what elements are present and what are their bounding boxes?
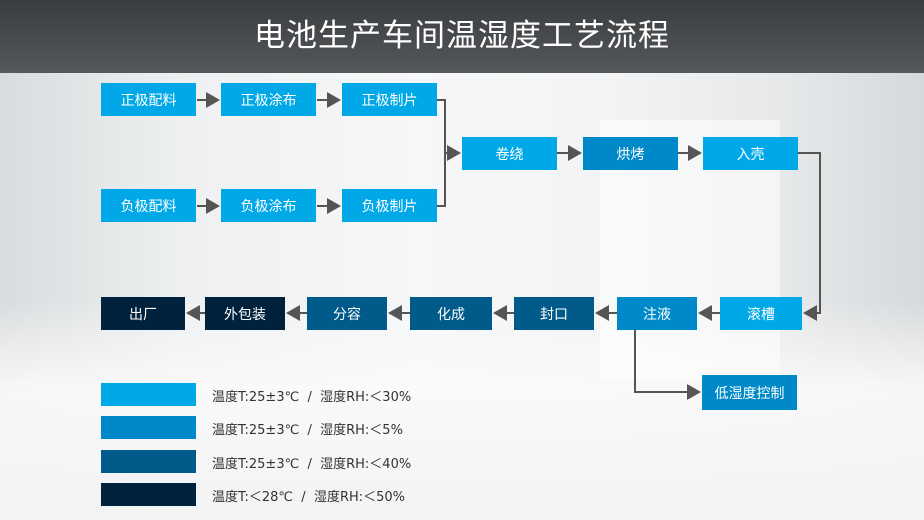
step-formation: 化成: [410, 297, 492, 330]
legend-swatch: [101, 450, 196, 473]
step-positive-coat: 正极涂布: [221, 83, 316, 116]
step-casing: 入壳: [703, 137, 798, 170]
step-low-humidity: 低湿度控制: [702, 375, 797, 410]
step-winding: 卷绕: [462, 137, 557, 170]
arrow: [634, 330, 701, 400]
page-title: 电池生产车间温湿度工艺流程: [0, 0, 924, 73]
step-positive-mix: 正极配料: [101, 83, 196, 116]
legend-swatch: [101, 483, 196, 506]
legend-text: 温度T:25±3℃ / 湿度RH:＜30%: [212, 390, 412, 405]
step-negative-cut: 负极制片: [342, 189, 437, 222]
legend-swatch: [101, 383, 196, 406]
legend-swatch: [101, 416, 196, 439]
step-sealing: 封口: [514, 297, 594, 330]
step-packing: 外包装: [205, 297, 285, 330]
step-negative-coat: 负极涂布: [221, 189, 316, 222]
step-shipping: 出厂: [101, 297, 185, 330]
step-positive-cut: 正极制片: [342, 83, 437, 116]
step-injection: 注液: [617, 297, 697, 330]
step-grading: 分容: [307, 297, 387, 330]
legend-text: 温度T:＜28℃ / 湿度RH:＜50%: [212, 490, 406, 505]
legend-text: 温度T:25±3℃ / 湿度RH:＜5%: [212, 423, 403, 438]
step-grooving: 滚槽: [720, 297, 802, 330]
step-baking: 烘烤: [583, 137, 678, 170]
arrow: [798, 152, 821, 321]
legend-text: 温度T:25±3℃ / 湿度RH:＜40%: [212, 457, 412, 472]
merge-line: [437, 99, 446, 207]
step-negative-mix: 负极配料: [101, 189, 196, 222]
